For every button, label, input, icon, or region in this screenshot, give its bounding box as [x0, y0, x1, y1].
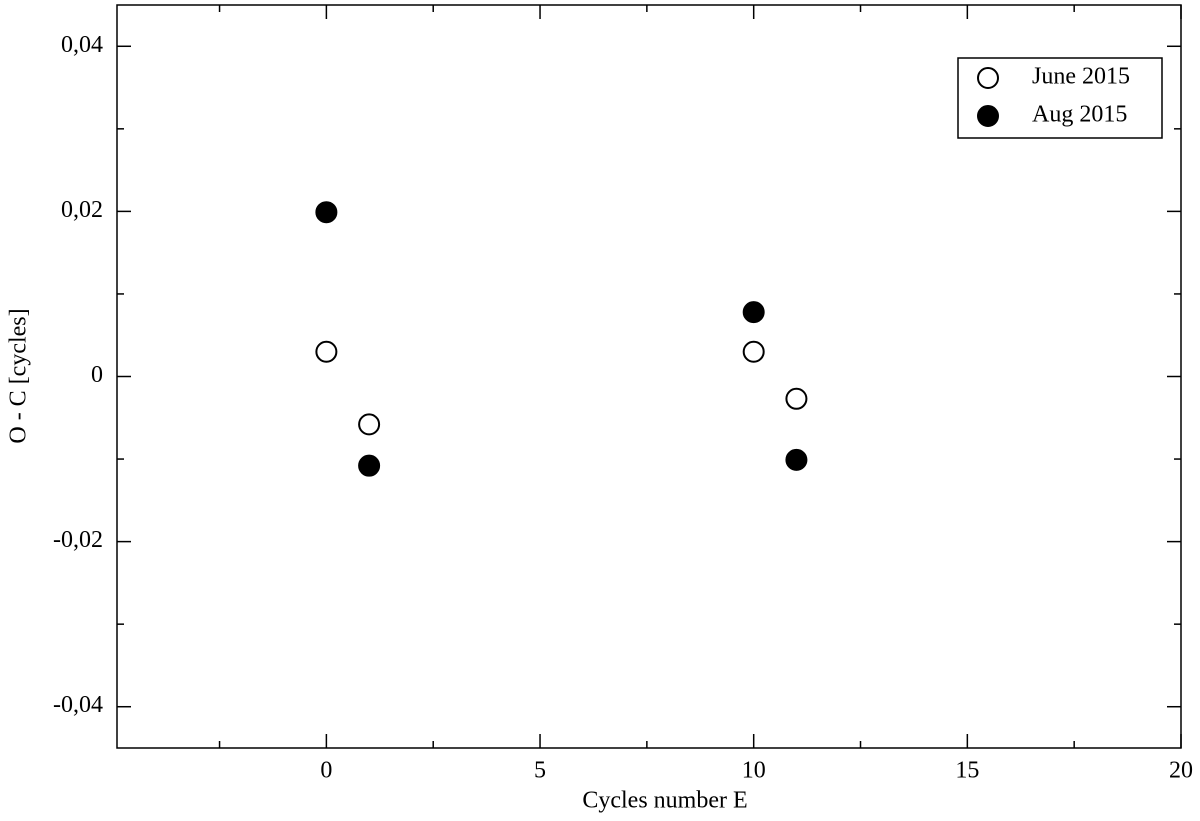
marker — [742, 301, 765, 324]
y-tick-label: 0 — [91, 362, 103, 388]
x-axis-label: Cycles number E — [582, 788, 747, 814]
y-axis-label: O - C [cycles] — [6, 308, 32, 443]
y-tick-label: 0,02 — [61, 197, 103, 223]
y-tick-label: -0,04 — [53, 692, 103, 718]
x-tick-label: 10 — [742, 758, 766, 784]
marker — [785, 448, 808, 471]
marker — [358, 454, 381, 477]
marker — [742, 340, 765, 363]
marker — [315, 340, 338, 363]
legend-label: Aug 2015 — [1032, 102, 1127, 128]
y-tick-label: -0,02 — [53, 527, 103, 553]
legend-label: June 2015 — [1032, 64, 1130, 90]
x-tick-label: 0 — [320, 758, 332, 784]
y-tick-label: 0,04 — [61, 32, 103, 58]
legend-marker — [977, 67, 999, 89]
marker — [358, 413, 381, 436]
marker — [785, 387, 808, 410]
legend-marker — [977, 105, 999, 127]
x-tick-label: 15 — [955, 758, 979, 784]
x-tick-label: 20 — [1169, 758, 1193, 784]
marker — [315, 201, 338, 224]
x-tick-label: 5 — [534, 758, 546, 784]
